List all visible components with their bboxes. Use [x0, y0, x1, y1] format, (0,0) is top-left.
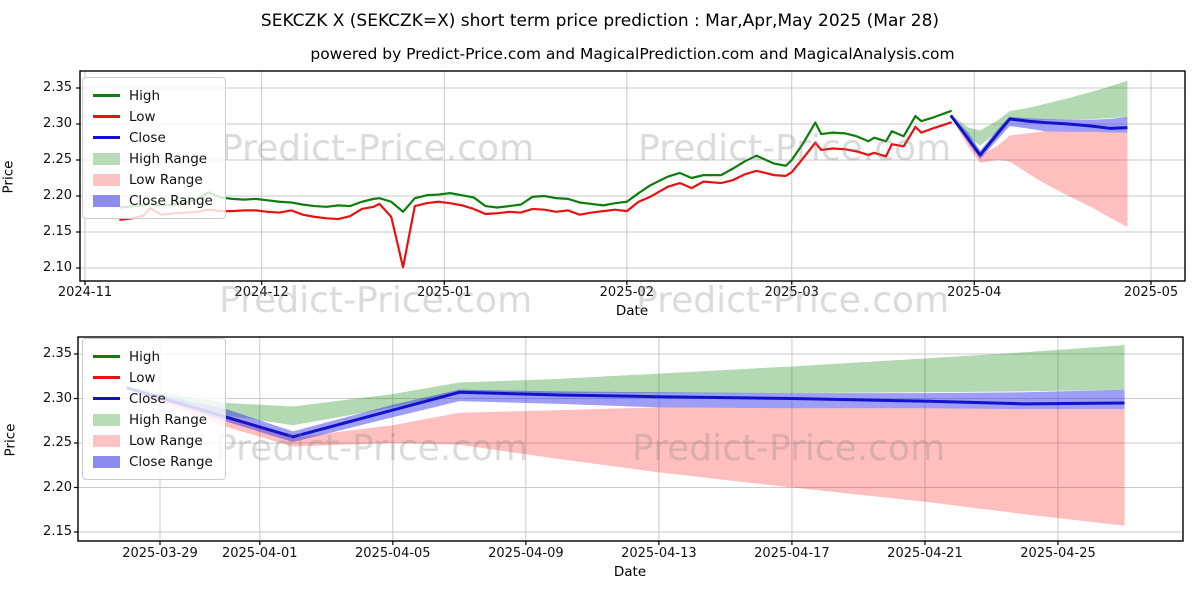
x-tick-label: 2024-12 — [234, 285, 289, 300]
y-tick-label: 2.35 — [43, 346, 72, 361]
legend-line-swatch — [93, 136, 120, 139]
legend-line-swatch — [93, 397, 120, 400]
legend-line-swatch — [93, 94, 120, 97]
x-tick-label: 2025-01 — [417, 285, 472, 300]
y-tick-label: 2.25 — [43, 435, 72, 450]
x-tick-label: 2025-05 — [1123, 285, 1179, 300]
legend-item-low: Low — [93, 106, 213, 127]
y-tick-label: 2.20 — [43, 188, 72, 203]
legend-item-high: High — [93, 346, 213, 367]
y-tick-label: 2.25 — [43, 152, 72, 167]
x-tick-label: 2025-02 — [599, 285, 654, 300]
legend-item-close-range: Close Range — [93, 190, 213, 211]
x-tick-label: 2025-04-01 — [221, 546, 298, 561]
bottom-x-axis-label: Date — [613, 564, 647, 580]
x-tick-label: 2025-04-21 — [887, 546, 963, 561]
legend-line-swatch — [93, 355, 120, 358]
top-legend: High Low Close High Range Low Range Close Ran… — [82, 77, 226, 219]
legend-item-close-range: Close Range — [93, 451, 213, 472]
page-title: SEKCZK X (SEKCZK=X) short term price pre… — [260, 11, 940, 31]
low-range-band — [950, 115, 1128, 227]
legend-item-close: Close — [93, 127, 213, 148]
top-x-axis-label: Date — [615, 303, 649, 319]
legend-fill-swatch — [93, 455, 120, 468]
legend-label: Close Range — [129, 192, 213, 209]
legend-item-low-range: Low Range — [93, 169, 213, 190]
close-line — [126, 386, 1125, 439]
legend-label: Close Range — [129, 453, 213, 470]
legend-label: Close — [129, 129, 166, 146]
x-tick-label: 2025-03 — [764, 285, 819, 300]
legend-label: Close — [129, 390, 166, 407]
x-tick-label: 2025-04-09 — [488, 546, 564, 561]
bottom-legend: High Low Close High Range Low Range Close Ran… — [82, 338, 226, 480]
y-tick-label: 2.15 — [43, 224, 72, 239]
y-tick-label: 2.35 — [43, 80, 72, 95]
legend-fill-swatch — [93, 194, 120, 207]
legend-fill-swatch — [93, 434, 120, 447]
x-tick-label: 2025-03-29 — [122, 546, 198, 561]
close-line — [949, 114, 1128, 157]
high-range-band — [126, 345, 1125, 426]
legend-fill-swatch — [93, 413, 120, 426]
x-tick-label: 2025-04 — [947, 285, 1002, 300]
y-tick-label: 2.20 — [43, 479, 72, 495]
legend-item-close: Close — [93, 388, 213, 409]
x-tick-label: 2025-04-05 — [355, 546, 431, 561]
legend-label: High — [129, 348, 161, 365]
low-line — [119, 121, 952, 269]
legend-item-high-range: High Range — [93, 409, 213, 430]
x-tick-label: 2025-04-13 — [621, 546, 697, 561]
plot-border — [79, 70, 1186, 282]
legend-label: Low Range — [129, 171, 203, 188]
x-tick-label: 2025-04-17 — [754, 546, 830, 561]
y-tick-label: 2.10 — [43, 260, 72, 275]
x-tick-label: 2025-04-25 — [1020, 546, 1096, 561]
low-range-band — [126, 387, 1125, 526]
high-range-band — [950, 80, 1128, 146]
legend-item-high-range: High Range — [93, 148, 213, 169]
legend-fill-swatch — [93, 173, 120, 186]
legend-item-low: Low — [93, 367, 213, 388]
x-tick-label: 2024-11 — [57, 285, 113, 300]
high-line — [119, 109, 952, 213]
y-tick-label: 2.30 — [43, 116, 72, 131]
legend-fill-swatch — [93, 152, 120, 165]
legend-label: High Range — [129, 150, 208, 167]
legend-line-swatch — [93, 115, 120, 118]
legend-label: Low — [129, 369, 156, 386]
legend-item-high: High — [93, 85, 213, 106]
legend-label: Low — [129, 108, 156, 125]
legend-label: Low Range — [129, 432, 203, 449]
page-subtitle: powered by Predict-Price.com and Magical… — [310, 45, 955, 63]
legend-label: High Range — [129, 411, 208, 428]
plot-border — [77, 336, 1184, 542]
legend-label: High — [129, 87, 161, 104]
legend-item-low-range: Low Range — [93, 430, 213, 451]
y-tick-label: 2.30 — [43, 390, 72, 406]
legend-line-swatch — [93, 376, 120, 379]
y-tick-label: 2.15 — [43, 524, 72, 539]
